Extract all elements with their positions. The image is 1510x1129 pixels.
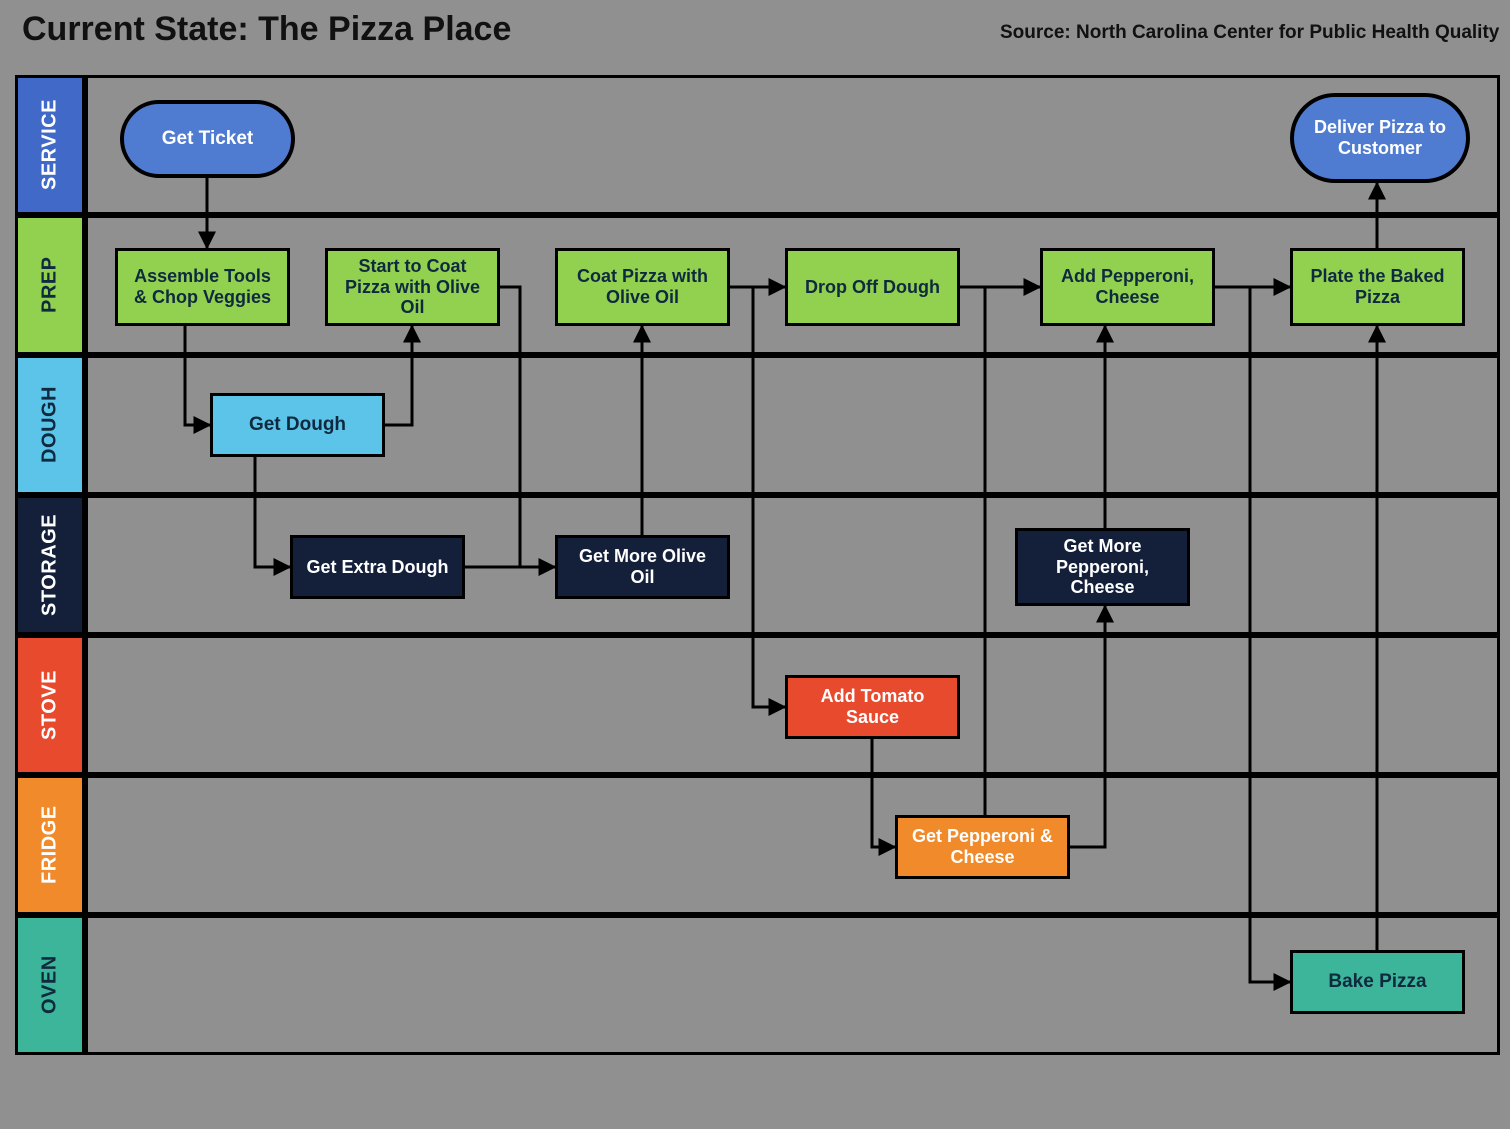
lane-body-oven [85,915,1500,1055]
lane-body-service [85,75,1500,215]
diagram-title: Current State: The Pizza Place [22,10,511,49]
lane-label-fridge: FRIDGE [15,775,85,915]
node-tomato: Add Tomato Sauce [785,675,960,739]
diagram-source: Source: North Carolina Center for Public… [1000,22,1499,44]
node-extra-dough: Get Extra Dough [290,535,465,599]
node-more-pep: Get More Pepperoni, Cheese [1015,528,1190,606]
node-bake: Bake Pizza [1290,950,1465,1014]
node-add-pep: Add Pepperoni, Cheese [1040,248,1215,326]
lane-label-dough: DOUGH [15,355,85,495]
node-deliver: Deliver Pizza to Customer [1290,93,1470,183]
swimlane-diagram: Current State: The Pizza Place Source: N… [0,0,1510,1129]
lane-body-fridge [85,775,1500,915]
lane-label-service: SERVICE [15,75,85,215]
node-drop-off: Drop Off Dough [785,248,960,326]
node-get-pep: Get Pepperoni & Cheese [895,815,1070,879]
node-get-ticket: Get Ticket [120,100,295,178]
lane-label-stove: STOVE [15,635,85,775]
lane-label-oven: OVEN [15,915,85,1055]
lane-label-prep: PREP [15,215,85,355]
node-more-oil: Get More Olive Oil [555,535,730,599]
node-start-coat: Start to Coat Pizza with Olive Oil [325,248,500,326]
node-get-dough: Get Dough [210,393,385,457]
node-plate: Plate the Baked Pizza [1290,248,1465,326]
node-assemble: Assemble Tools & Chop Veggies [115,248,290,326]
lane-label-storage: STORAGE [15,495,85,635]
node-coat: Coat Pizza with Olive Oil [555,248,730,326]
